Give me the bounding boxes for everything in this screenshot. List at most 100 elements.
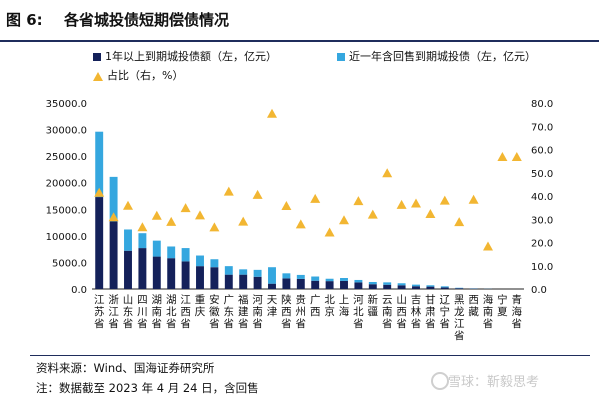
bar-long [152, 256, 161, 289]
category-label-char: 河 [252, 294, 263, 306]
category-label-char: 南 [152, 305, 163, 318]
ratio-point [367, 209, 378, 219]
category-label-char: 海 [339, 305, 350, 318]
category-label-char: 川 [137, 306, 148, 318]
right-axis-tick-label: 40.0 [531, 192, 553, 203]
bar-short [268, 267, 276, 284]
right-axis-tick-label: 80.0 [531, 99, 553, 110]
bar-short [325, 278, 334, 282]
category-label-char: 黑 [454, 294, 465, 306]
category-label-char: 省 [166, 317, 177, 330]
category-label-char: 重 [195, 293, 206, 306]
right-axis-tick-label: 70.0 [531, 122, 553, 133]
category-label-char: 江 [454, 318, 465, 330]
category-label-char: 省 [425, 317, 436, 330]
category-label-char: 省 [94, 317, 105, 330]
category-label-char: 吉 [411, 294, 422, 306]
footer-rule [30, 355, 590, 356]
bar-short [210, 259, 219, 268]
right-axis-tick-label: 30.0 [531, 215, 553, 226]
bar-short [340, 277, 348, 281]
bar-short [426, 285, 435, 287]
category-label-char: 海 [483, 293, 494, 306]
bar-long [426, 286, 435, 289]
category-label-char: 山 [396, 294, 407, 306]
bar-short [196, 255, 204, 267]
ratio-point [439, 195, 450, 205]
right-axis-tick-label: 10.0 [531, 262, 553, 273]
bar-long [311, 280, 320, 289]
bar-long [455, 288, 464, 289]
legend-label-long: 1年以上到期城投债额（左，亿元） [105, 50, 277, 63]
category-label-char: 四 [137, 294, 148, 306]
category-label-char: 广 [310, 294, 321, 306]
category-label-char: 天 [267, 294, 278, 306]
bar-short [181, 248, 190, 262]
category-label-char: 省 [252, 317, 263, 330]
ratio-point [310, 193, 321, 203]
bar-long [210, 267, 219, 289]
category-label-char: 建 [238, 305, 249, 318]
ratio-point [339, 215, 349, 225]
category-label-char: 龙 [454, 305, 465, 318]
figure-title: 各省城投债短期偿债情况 [64, 11, 230, 29]
ratio-point [324, 227, 335, 237]
bar-long [368, 284, 377, 289]
ratio-point [454, 217, 465, 227]
ratio-point [252, 189, 263, 199]
bar-short [167, 246, 176, 259]
bar-short [383, 282, 392, 285]
ratio-point [209, 222, 220, 232]
ratio-point [151, 210, 162, 220]
category-label-char: 北 [166, 306, 177, 318]
bar-short [282, 273, 291, 279]
ratio-point [353, 196, 364, 206]
bar-long [412, 286, 420, 289]
category-label-char: 京 [324, 305, 335, 318]
bar-long [268, 283, 276, 289]
category-label-char: 省 [411, 317, 422, 330]
category-label-char: 海 [512, 305, 523, 318]
bar-long [124, 250, 132, 289]
category-label-char: 东 [224, 305, 235, 318]
bar-short [412, 284, 420, 287]
bar-long [167, 258, 176, 289]
category-label-char: 省 [483, 317, 494, 330]
title-bar: 图 6: 各省城投债短期偿债情况 [0, 0, 599, 42]
watermark: 雪球：靳毅思考 [448, 375, 540, 390]
legend-swatch-long [93, 53, 101, 61]
ratio-point [497, 151, 508, 161]
category-label-char: 西 [180, 306, 191, 318]
category-label-char: 福 [238, 293, 249, 306]
source-note: 资料来源：Wind、国海证券研究所 [36, 361, 215, 375]
ratio-point [411, 198, 421, 208]
bar-short [224, 266, 233, 275]
left-axis-tick-label: 10000.0 [46, 232, 87, 243]
left-axis-tick-label: 0.0 [71, 285, 87, 296]
ratio-point [382, 168, 393, 178]
ratio-point [108, 212, 119, 222]
category-label-char: 省 [152, 317, 163, 330]
left-axis-tick-label: 25000.0 [46, 152, 87, 163]
ratio-point [425, 208, 436, 218]
bar-long [239, 274, 248, 289]
category-label-char: 省 [382, 317, 393, 330]
category-label-char: 甘 [425, 293, 436, 306]
right-axis-tick-label: 50.0 [531, 169, 553, 180]
bar-short [311, 276, 320, 281]
bar-long [138, 248, 147, 289]
category-label-char: 西 [468, 294, 479, 306]
category-label-char: 江 [94, 294, 105, 306]
category-label-char: 浙 [108, 294, 119, 306]
bar-long [440, 287, 449, 289]
bar-long [181, 261, 190, 289]
bar-short [109, 176, 118, 222]
legend-label-ratio: 占比（右，%） [107, 69, 184, 82]
bar-long [109, 221, 118, 289]
category-label-char: 安 [209, 293, 220, 306]
legend-item-ratio: 占比（右，%） [93, 67, 183, 83]
left-axis-tick-label: 15000.0 [46, 205, 87, 216]
left-axis-tick-label: 35000.0 [46, 99, 87, 110]
ratio-point [396, 199, 407, 209]
